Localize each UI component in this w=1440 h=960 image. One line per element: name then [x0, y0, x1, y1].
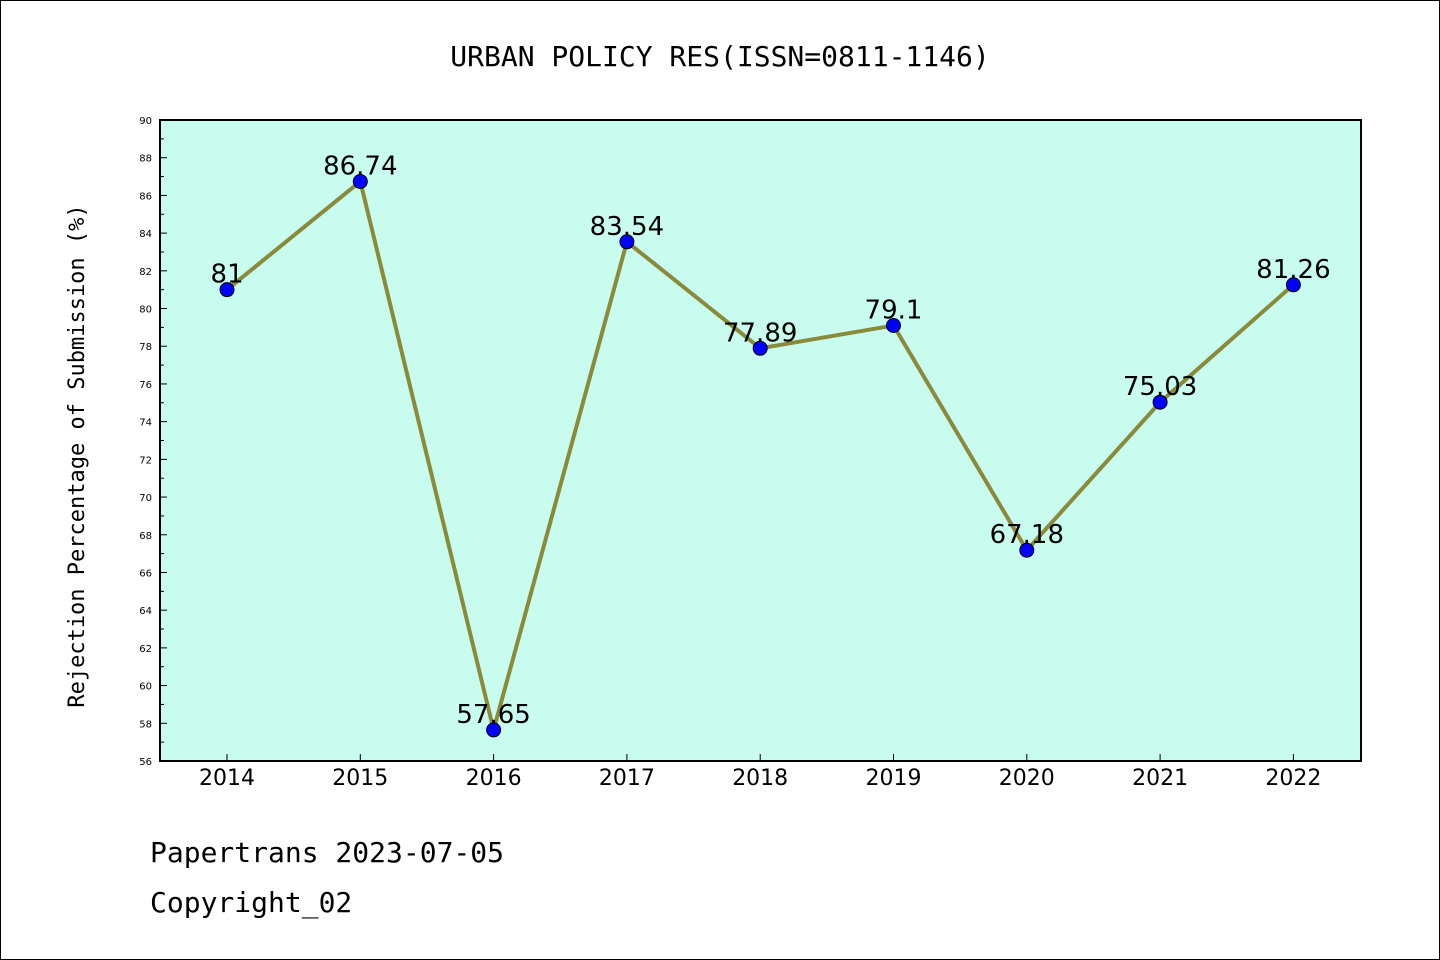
y-tick-label: 74 — [139, 418, 152, 429]
y-tick-label: 82 — [139, 267, 152, 278]
x-tick-label: 2017 — [599, 766, 655, 791]
y-tick-label: 66 — [139, 568, 152, 579]
x-tick-label: 2014 — [199, 766, 255, 791]
x-tick-label: 2020 — [999, 766, 1055, 791]
data-point-2016 — [486, 722, 502, 738]
data-point-2017 — [619, 234, 635, 250]
plot-area — [159, 119, 1362, 762]
data-point-2022 — [1285, 277, 1301, 293]
data-label-2019: 79.1 — [865, 295, 923, 325]
data-label-2017: 83.54 — [590, 212, 664, 242]
series-rejection-percentage — [219, 173, 1301, 738]
y-tick-label: 60 — [139, 682, 152, 693]
data-label-2016: 57.65 — [456, 700, 530, 730]
data-point-2015 — [352, 173, 368, 189]
y-tick-label: 70 — [139, 493, 152, 504]
x-axis: 2014 2015 2016 2017 2018 2019 2020 2021 2022 — [199, 754, 1321, 791]
y-tick-label: 62 — [139, 644, 152, 655]
y-tick-label: 56 — [139, 757, 152, 768]
y-tick-label: 84 — [139, 229, 152, 240]
y-tick-label: 86 — [139, 191, 152, 202]
y-tick-label: 90 — [139, 116, 152, 127]
data-label-2015: 86.74 — [323, 151, 397, 181]
footer-date: Papertrans 2023-07-05 — [150, 836, 505, 869]
data-label-2021: 75.03 — [1123, 372, 1197, 402]
y-tick-label: 76 — [139, 380, 152, 391]
x-tick-label: 2015 — [332, 766, 388, 791]
y-tick-label: 80 — [139, 305, 152, 316]
x-tick-label: 2016 — [466, 766, 522, 791]
footer-copyright: Copyright_02 — [150, 886, 353, 919]
data-label-2020: 67.18 — [990, 520, 1064, 550]
x-tick-label: 2022 — [1265, 766, 1321, 791]
y-tick-label: 64 — [139, 606, 152, 617]
x-tick-label: 2021 — [1132, 766, 1188, 791]
data-point-2020 — [1019, 542, 1035, 558]
data-point-2018 — [752, 340, 768, 356]
data-point-2014 — [219, 282, 235, 298]
data-label-2014: 81 — [210, 260, 243, 290]
data-label-2022: 81.26 — [1256, 255, 1330, 285]
y-axis: 56 58 60 62 64 66 68 70 72 74 76 78 80 82 84 86 88 90 — [139, 116, 167, 768]
y-tick-label: 68 — [139, 531, 152, 542]
x-tick-label: 2018 — [732, 766, 788, 791]
y-tick-label: 58 — [139, 719, 152, 730]
y-tick-label: 78 — [139, 342, 152, 353]
y-tick-label: 88 — [139, 154, 152, 165]
data-point-2021 — [1152, 394, 1168, 410]
chart-title: URBAN POLICY RES(ISSN=0811-1146) — [450, 40, 989, 73]
y-tick-label: 72 — [139, 455, 152, 466]
data-label-2018: 77.89 — [723, 318, 797, 348]
data-point-2019 — [886, 317, 901, 333]
x-tick-label: 2019 — [866, 766, 922, 791]
data-labels: 81 86.74 57.65 83.54 77.89 79.1 67.18 75.03 81.2… — [210, 151, 1330, 729]
y-axis-label: Rejection Percentage of Submission (%) — [65, 204, 90, 707]
